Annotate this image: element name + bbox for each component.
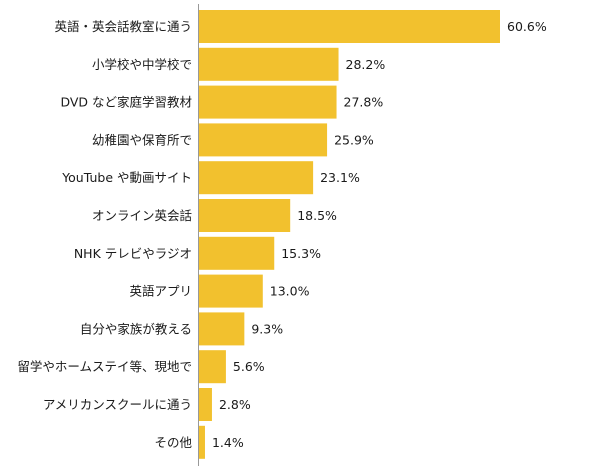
category-label-5: YouTube や動画サイト <box>61 170 192 185</box>
category-label-7: NHK テレビやラジオ <box>74 246 192 261</box>
bar-8 <box>198 274 263 308</box>
category-label-12: その他 <box>154 435 192 450</box>
bar-10 <box>198 350 226 384</box>
category-label-9: 自分や家族が教える <box>80 321 192 336</box>
value-label-11: 2.8% <box>219 397 251 412</box>
bar-12 <box>198 425 205 459</box>
bar-2 <box>198 47 339 81</box>
bars-group <box>198 10 500 459</box>
value-label-7: 15.3% <box>281 246 321 261</box>
value-label-4: 25.9% <box>334 132 374 147</box>
value-label-5: 23.1% <box>320 170 360 185</box>
category-label-4: 幼稚園や保育所で <box>92 132 192 147</box>
value-labels-group: 60.6% 28.2% 27.8% 25.9% 23.1% 18.5% 15.3% 13.0%… <box>212 19 547 450</box>
value-label-12: 1.4% <box>212 435 244 450</box>
bar-6 <box>198 199 291 232</box>
bar-9 <box>198 312 245 346</box>
value-label-8: 13.0% <box>270 284 310 299</box>
category-label-1: 英語・英会話教室に通う <box>54 19 192 34</box>
bar-7 <box>198 236 275 270</box>
category-label-8: 英語アプリ <box>129 284 192 299</box>
category-label-3: DVD など家庭学習教材 <box>60 95 192 110</box>
category-label-2: 小学校や中学校で <box>92 57 192 72</box>
bar-3 <box>198 85 337 119</box>
category-label-11: アメリカンスクールに通う <box>43 397 192 412</box>
value-label-9: 9.3% <box>251 321 283 336</box>
bar-5 <box>198 161 314 195</box>
bar-4 <box>198 123 328 157</box>
bar-11 <box>198 388 212 421</box>
value-label-3: 27.8% <box>344 95 384 110</box>
value-label-2: 28.2% <box>346 57 386 72</box>
category-label-6: オンライン英会話 <box>92 208 192 223</box>
category-label-10: 留学やホームステイ等、現地で <box>17 359 192 374</box>
value-label-10: 5.6% <box>233 359 265 374</box>
bar-1 <box>198 10 500 43</box>
value-label-6: 18.5% <box>297 208 337 223</box>
value-label-1: 60.6% <box>507 19 547 34</box>
